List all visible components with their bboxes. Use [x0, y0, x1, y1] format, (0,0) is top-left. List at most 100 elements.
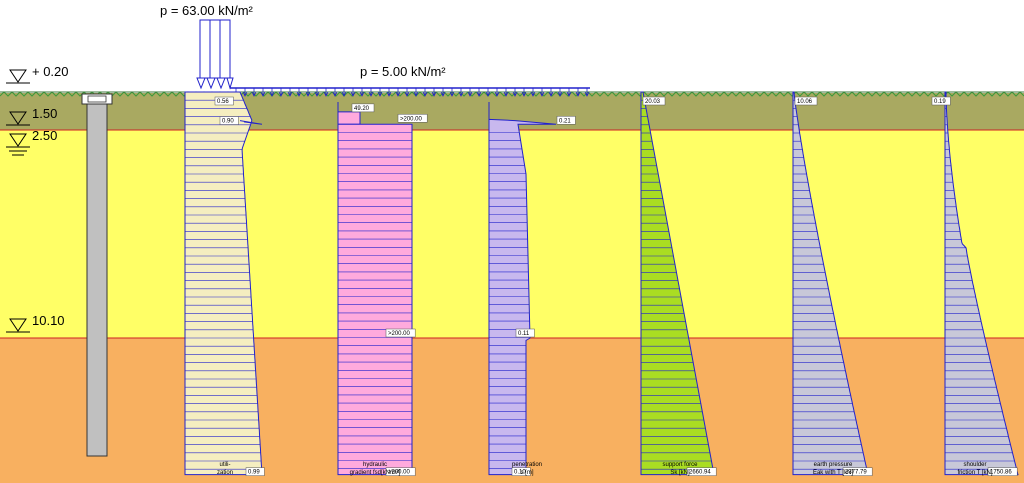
distributed-load-arrow [296, 88, 302, 97]
level-label: 1.50 [32, 106, 57, 121]
level-marker: 2.50 [6, 128, 57, 156]
distributed-load-arrow [278, 88, 284, 97]
value-label: 0.90 [222, 119, 234, 125]
level-label: 10.10 [32, 313, 65, 328]
level-triangle-icon [9, 69, 27, 83]
distributed-load-arrow [458, 88, 464, 97]
diagram-caption: penetration [512, 462, 542, 468]
level-triangle-icon [9, 111, 27, 125]
diagram-caption: shoulder [963, 462, 986, 468]
diagram-caption: support force [662, 462, 698, 468]
value-label: 0.11 [518, 331, 530, 337]
value-box [987, 467, 1018, 476]
diagram-caption: Eak with T [kN] [813, 470, 853, 476]
distributed-load-arrow [386, 88, 392, 97]
level-label: + 0.20 [32, 64, 69, 79]
value-box [219, 116, 239, 125]
value-box [515, 328, 535, 338]
diagram-caption: earth pressure [814, 462, 853, 468]
grass-hatch [0, 91, 1024, 97]
value-label: 49.20 [354, 106, 370, 112]
distributed-load-arrow [503, 88, 509, 97]
distributed-load-arrow [440, 88, 446, 97]
distributed-load-arrow [512, 88, 518, 97]
diagram-caption: Sk [kN] [670, 470, 690, 476]
distributed-load-arrows [233, 88, 590, 97]
level-marker: + 0.20 [6, 64, 69, 84]
distributed-load-arrow [332, 88, 338, 97]
value-box [385, 467, 416, 476]
diagram-earth-pressure: 10.06 2377.79 earth pressure Eak with T [kN… [792, 91, 873, 476]
distributed-load-arrow [485, 88, 491, 97]
distributed-load-arrow [422, 88, 428, 97]
level-label: 2.50 [32, 128, 57, 143]
concentrated-load-body [199, 19, 231, 79]
distributed-load-arrow [476, 88, 482, 97]
value-box [351, 103, 375, 113]
pile-cap-inner [87, 95, 107, 103]
value-label: >200.00 [388, 470, 411, 476]
value-box [642, 96, 666, 106]
distributed-load-arrow [350, 88, 356, 97]
diagram-utilization: 0.56 0.90 0.99 utili-zation [184, 91, 265, 476]
value-label: >200.00 [388, 331, 411, 337]
distributed-load-label: p = 5.00 kN/m² [360, 64, 446, 79]
distributed-load-arrow [539, 88, 545, 97]
value-label: 0.56 [217, 99, 229, 105]
distributed-load-arrow [548, 88, 554, 97]
level-triangle-icon [9, 133, 27, 147]
distributed-load-arrow [431, 88, 437, 97]
distributed-load-arrow [566, 88, 572, 97]
value-box [931, 96, 951, 106]
distributed-load-arrow [395, 88, 401, 97]
distributed-load-arrow [251, 88, 257, 97]
distributed-load-arrow [404, 88, 410, 97]
value-box [794, 96, 818, 106]
distributed-load-arrow [449, 88, 455, 97]
distributed-load-arrow [314, 88, 320, 97]
value-label: 10.06 [797, 99, 813, 105]
value-label: 1750.86 [990, 470, 1012, 476]
distributed-load-arrow [557, 88, 563, 97]
distributed-load-arrow [341, 88, 347, 97]
distributed-load-arrow [575, 88, 581, 97]
value-label: 2660.94 [689, 470, 711, 476]
level-marker: 10.10 [6, 313, 65, 333]
distributed-load-arrow [368, 88, 374, 97]
value-box [842, 467, 873, 476]
level-triangle-icon [9, 318, 27, 332]
concentrated-load-label: p = 63.00 kN/m² [160, 3, 254, 18]
value-label: >200.00 [400, 116, 423, 122]
value-box [556, 116, 576, 125]
value-box [686, 467, 717, 476]
value-label: 0.19 [934, 99, 946, 105]
distributed-load-arrow [377, 88, 383, 97]
diagram-penetration: 0.21 0.11 0.10 penetration s [m] [488, 102, 576, 476]
value-box [385, 328, 416, 338]
distributed-load-arrow [467, 88, 473, 97]
diagram-caption: utili- [219, 462, 230, 468]
pile [81, 93, 113, 457]
value-label: 0.21 [559, 118, 571, 124]
diagram-hydraulic-gradient: 49.20>200.00>200.00>200.00hydraulicgradi… [337, 102, 428, 476]
value-box [214, 96, 234, 106]
value-box [397, 114, 428, 123]
distributed-load-arrow [521, 88, 527, 97]
value-box [245, 467, 265, 476]
distributed-load-arrow [323, 88, 329, 97]
value-label: 0.10 [514, 470, 526, 476]
distributed-load-arrow [260, 88, 266, 97]
value-label: 0.99 [248, 470, 260, 476]
concentrated-load-arrowheads [196, 77, 234, 90]
distributed-load-arrow [359, 88, 365, 97]
distributed-load-arrow [287, 88, 293, 97]
diagram-caption: s [m] [521, 470, 534, 476]
distributed-load-arrow [413, 88, 419, 97]
level-marker: 1.50 [6, 106, 57, 126]
diagram-caption: hydraulic [363, 462, 387, 468]
distributed-load-arrow [584, 88, 590, 97]
value-label: 2377.79 [845, 470, 867, 476]
value-box [511, 467, 531, 476]
diagram-caption: gradient fsd[kN/m²] [350, 470, 401, 476]
diagram-area [337, 123, 413, 476]
